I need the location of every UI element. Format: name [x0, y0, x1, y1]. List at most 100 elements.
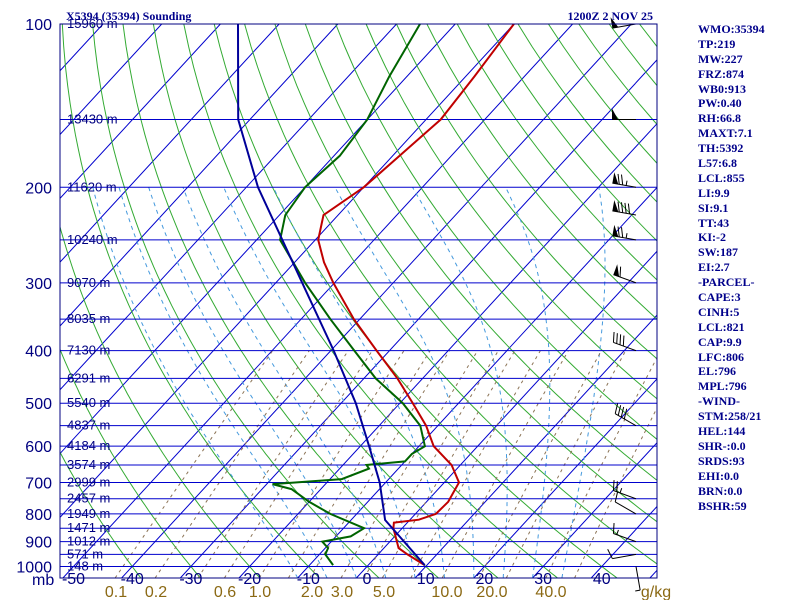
temperature-tick-label: 30	[534, 571, 552, 588]
wind-barb	[610, 17, 637, 29]
isotherm-line	[60, 24, 456, 455]
wind-barb-flag	[624, 202, 627, 214]
moist-adiabat-line	[412, 187, 508, 578]
mixing-ratio-line	[197, 350, 349, 578]
index-item: EL:796	[698, 364, 737, 379]
sounding-traces	[237, 24, 515, 566]
height-label: 4837 m	[67, 418, 110, 433]
index-item: KI:-2	[698, 230, 726, 245]
wind-barb-flag	[617, 226, 620, 237]
index-item: LI:9.9	[698, 185, 730, 200]
mixing-ratio-line	[340, 350, 479, 578]
index-item: MAXT:7.1	[698, 126, 753, 141]
wind-barb-flag	[607, 549, 613, 559]
wind-barb-half-flag	[635, 589, 641, 592]
index-item: LFC:806	[698, 349, 744, 364]
wind-barb	[607, 549, 637, 560]
temperature-tick-label: -50	[62, 571, 85, 588]
wind-barb-flag	[620, 202, 624, 213]
index-item: TT:43	[698, 215, 730, 230]
mixing-ratio-label: 5.0	[373, 584, 395, 600]
moist-adiabat-line	[148, 187, 357, 578]
isotherm-line	[60, 24, 163, 136]
dry-adiabat-line	[244, 24, 657, 565]
mixing-ratio-line	[287, 350, 431, 578]
index-item: -PARCEL-	[698, 275, 755, 290]
wind-barb	[612, 331, 637, 352]
isotherm-line	[60, 24, 221, 200]
wind-barb-flag	[617, 201, 620, 213]
wind-barb-pennant	[612, 172, 619, 185]
height-label: 4184 m	[67, 438, 110, 453]
mixing-ratio-label: 0.1	[105, 584, 127, 600]
wind-barb-flag	[620, 174, 624, 186]
isotherm-line	[238, 122, 657, 578]
wind-barb	[612, 523, 637, 543]
height-label: 10240 m	[67, 232, 118, 247]
index-item: SW:187	[698, 245, 739, 260]
height-label: 571 m	[67, 546, 103, 561]
wind-barb-pennant	[612, 108, 618, 120]
temperature-tick-label: 20	[476, 571, 494, 588]
wind-barb-staff	[614, 501, 637, 515]
pressure-tick-label: 700	[25, 475, 52, 492]
mixing-ratio-label: 3.0	[331, 584, 353, 600]
index-item: LCL:821	[698, 319, 745, 334]
height-label: 8035 m	[67, 311, 110, 326]
mixing-ratio-label: 2.0	[301, 584, 323, 600]
dry-adiabat-line	[335, 24, 657, 440]
index-item: CAPE:3	[698, 290, 741, 305]
wind-barb-flag	[620, 406, 625, 418]
isobar-lines	[60, 24, 657, 578]
mixing-ratio-unit: g/kg	[641, 584, 671, 600]
isotherm-line	[60, 24, 280, 263]
isotherm-line	[356, 250, 657, 578]
moist-adiabat-line	[182, 187, 387, 578]
wind-barb-half-flag	[625, 233, 628, 239]
temperature-tick-label: -40	[121, 571, 144, 588]
wind-barb-half-flag	[619, 488, 623, 494]
wind-barb	[612, 224, 637, 241]
temperature-tick-label: 40	[593, 571, 611, 588]
mixing-ratio-line	[545, 356, 657, 578]
isotherm-line	[60, 24, 339, 327]
index-item: MW:227	[698, 51, 743, 66]
dry-adiabat-line	[152, 24, 499, 578]
wind-barb-staff	[613, 533, 637, 543]
mixing-ratio-label: 0.2	[145, 584, 167, 600]
wind-barb-staff	[612, 182, 637, 188]
mixing-ratio-line	[478, 350, 602, 578]
mixing-ratio-line	[441, 350, 569, 578]
isotherm-line	[473, 378, 657, 578]
height-label: 1949 m	[67, 506, 110, 521]
dry-adiabat-line	[60, 451, 142, 578]
wind-barb-flag	[614, 491, 619, 503]
index-item: FRZ:874	[698, 66, 744, 81]
temperature-tick-label: 10	[417, 571, 435, 588]
wind-barb-flag	[619, 334, 622, 345]
parcel-path	[237, 24, 426, 566]
index-item: WB0:913	[698, 81, 746, 96]
index-item: SRDS:93	[698, 453, 745, 468]
mixing-ratio-line	[223, 350, 373, 578]
mixing-ratio-line	[258, 350, 405, 578]
wind-barb-staff	[613, 341, 637, 352]
mixing-ratio-line	[114, 350, 274, 578]
dry-adiabat-line	[274, 24, 657, 523]
moist-adiabat-line	[223, 187, 416, 578]
wind-barb-staff	[612, 23, 637, 29]
index-item: TH:5392	[698, 141, 744, 156]
wind-barb-flag	[617, 405, 622, 416]
index-item: EHI:0.0	[698, 468, 740, 483]
wind-barb	[614, 491, 637, 515]
wind-barb	[612, 108, 636, 121]
mixing-ratio-line	[574, 406, 657, 578]
pressure-unit-label: mb	[32, 572, 54, 589]
wind-barb-flag	[612, 523, 615, 534]
pressure-tick-label: 800	[25, 507, 52, 524]
height-label: 2457 m	[67, 491, 110, 506]
height-label: 3574 m	[67, 457, 110, 472]
dry-adiabat-line	[456, 24, 657, 281]
wind-barb-pennant	[612, 200, 619, 212]
